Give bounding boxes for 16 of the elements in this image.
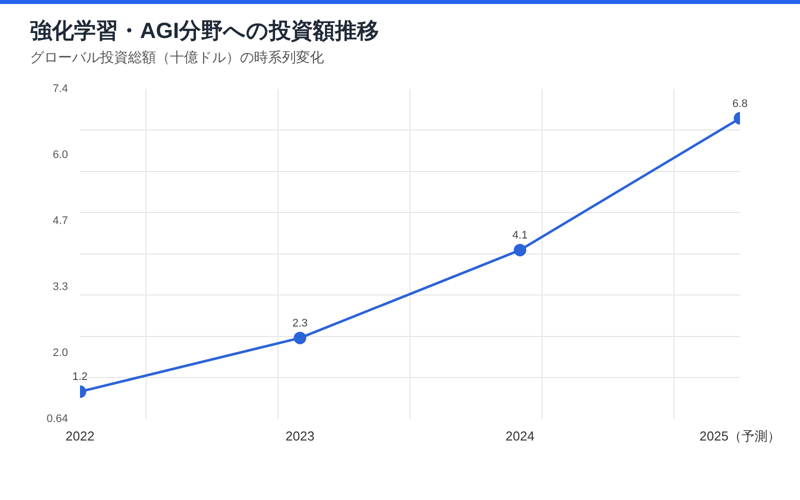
x-tick-label: 2025（予測） [700,428,780,444]
chart-title: 強化学習・AGI分野への投資額推移 [30,17,380,45]
data-label: 1.2 [72,371,88,384]
data-label: 4.1 [512,230,528,242]
x-tick-label: 2024 [506,428,534,444]
data-label: 6.8 [732,98,748,110]
y-tick-label: 6.0 [52,148,68,161]
y-tick-label: 7.4 [52,83,68,96]
y-tick-label: 3.3 [52,281,68,294]
data-label: 2.3 [292,317,308,330]
y-tick-label: 0.64 [46,413,68,426]
y-tick-label: 2.0 [52,347,68,360]
x-tick-label: 2023 [286,428,314,444]
y-tick-label: 4.7 [52,214,68,227]
chart-subtitle: グローバル投資総額（十億ドル）の時系列変化 [30,48,324,66]
x-tick-label: 2022 [66,428,94,444]
